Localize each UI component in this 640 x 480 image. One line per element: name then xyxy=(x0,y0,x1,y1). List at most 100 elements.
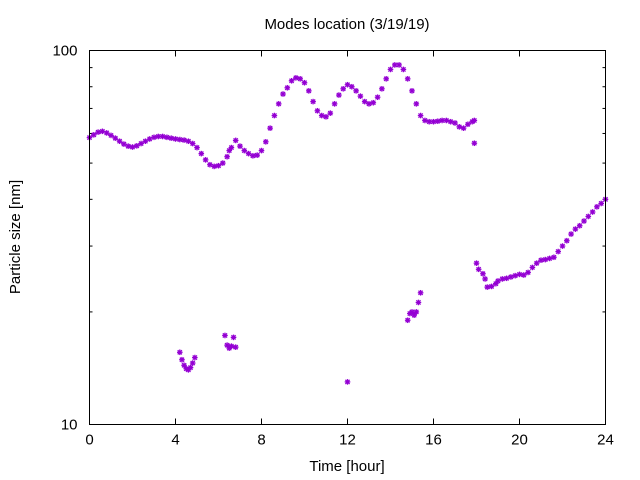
data-point xyxy=(512,272,518,279)
data-point xyxy=(525,269,531,276)
data-point xyxy=(284,84,291,91)
data-point xyxy=(103,130,110,136)
data-point xyxy=(138,140,144,147)
data-point xyxy=(185,138,192,145)
data-point xyxy=(379,85,385,92)
data-point xyxy=(192,354,198,361)
data-point xyxy=(598,200,604,207)
data-point xyxy=(533,260,540,266)
data-point xyxy=(396,62,402,68)
data-point xyxy=(232,344,239,350)
y-axis-label: Particle size [nm] xyxy=(7,180,24,294)
data-point xyxy=(323,113,329,120)
data-point xyxy=(237,143,243,149)
data-point xyxy=(288,77,295,84)
data-point xyxy=(293,75,299,81)
data-point xyxy=(426,118,432,125)
data-point xyxy=(413,101,420,107)
data-point xyxy=(215,162,222,169)
data-point xyxy=(465,121,471,128)
data-point xyxy=(220,160,226,166)
data-point xyxy=(495,278,501,284)
data-point xyxy=(116,138,123,145)
data-point xyxy=(508,274,514,280)
data-point xyxy=(452,120,458,126)
data-point xyxy=(340,85,346,92)
data-point xyxy=(168,135,174,141)
data-point xyxy=(297,76,303,82)
data-point xyxy=(475,266,482,273)
data-point xyxy=(336,92,342,98)
data-point xyxy=(228,343,235,349)
data-point xyxy=(189,360,196,366)
data-point xyxy=(404,317,411,324)
data-point xyxy=(353,88,359,94)
y-tick-label: 10 xyxy=(61,417,78,434)
data-point xyxy=(267,125,273,131)
data-point xyxy=(529,264,536,271)
data-point xyxy=(349,83,355,90)
data-point xyxy=(482,276,488,282)
data-point xyxy=(409,88,415,94)
data-point xyxy=(447,118,454,125)
x-tick-label: 0 xyxy=(85,432,93,449)
data-point xyxy=(357,93,364,99)
data-point xyxy=(499,276,506,282)
chart-title: Modes location (3/19/19) xyxy=(264,16,429,33)
data-point xyxy=(258,147,265,154)
data-point xyxy=(417,289,424,296)
data-point xyxy=(142,138,149,145)
x-tick-label: 20 xyxy=(511,432,528,449)
data-point xyxy=(572,226,579,232)
data-point xyxy=(241,147,248,154)
data-point xyxy=(417,112,424,119)
data-point xyxy=(404,76,411,82)
data-point xyxy=(460,125,467,131)
data-point xyxy=(488,283,495,290)
data-point xyxy=(415,299,422,306)
data-point xyxy=(181,137,187,143)
data-point xyxy=(112,135,119,141)
data-point xyxy=(589,209,596,215)
data-point xyxy=(179,356,185,363)
data-point xyxy=(198,150,205,157)
data-point xyxy=(306,88,312,94)
data-point xyxy=(585,213,592,220)
x-tick-label: 8 xyxy=(257,432,265,449)
data-point xyxy=(146,136,153,142)
data-point xyxy=(151,134,157,141)
data-point xyxy=(370,99,377,106)
data-point xyxy=(546,255,553,262)
data-points xyxy=(86,62,609,385)
data-point xyxy=(400,66,407,73)
data-point xyxy=(125,143,131,149)
data-point xyxy=(521,272,527,278)
data-point xyxy=(564,237,570,244)
x-tick-label: 4 xyxy=(171,432,179,449)
data-point xyxy=(230,334,237,341)
data-point xyxy=(211,163,217,170)
x-tick-label: 12 xyxy=(339,432,356,449)
data-point xyxy=(99,128,106,135)
data-point xyxy=(275,101,282,107)
data-point xyxy=(232,137,239,144)
data-point xyxy=(155,133,162,140)
data-point xyxy=(164,134,170,141)
data-point xyxy=(387,66,394,73)
y-tick-label: 100 xyxy=(52,43,77,60)
data-point xyxy=(224,153,230,160)
data-point xyxy=(581,218,587,224)
data-point xyxy=(366,101,372,107)
data-point xyxy=(194,144,200,151)
data-point xyxy=(344,379,351,385)
data-point xyxy=(228,144,235,151)
data-point xyxy=(95,129,101,135)
data-point xyxy=(91,132,97,138)
data-point xyxy=(559,243,566,249)
data-point xyxy=(374,94,381,101)
data-point xyxy=(435,118,441,125)
data-point xyxy=(361,98,368,105)
data-point xyxy=(409,309,415,315)
data-point xyxy=(245,150,252,157)
